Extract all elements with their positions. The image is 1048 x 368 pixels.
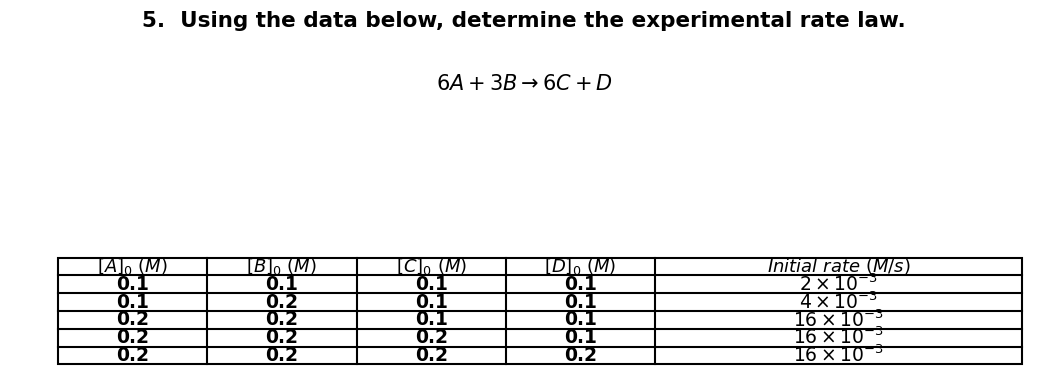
Text: 0.1: 0.1 bbox=[415, 275, 447, 294]
Text: 0.2: 0.2 bbox=[265, 310, 299, 329]
Text: 0.2: 0.2 bbox=[564, 346, 597, 365]
Text: $\mathit{[C]_0\ (M)}$: $\mathit{[C]_0\ (M)}$ bbox=[396, 256, 466, 277]
Text: $6A + 3B \rightarrow 6C + D$: $6A + 3B \rightarrow 6C + D$ bbox=[436, 74, 612, 93]
Text: 0.1: 0.1 bbox=[415, 293, 447, 312]
Text: 0.2: 0.2 bbox=[265, 346, 299, 365]
Text: $\mathit{[B]_0\ (M)}$: $\mathit{[B]_0\ (M)}$ bbox=[246, 256, 318, 277]
Text: 0.1: 0.1 bbox=[415, 310, 447, 329]
Text: 0.2: 0.2 bbox=[265, 293, 299, 312]
Text: 0.2: 0.2 bbox=[116, 328, 149, 347]
Text: 5.  Using the data below, determine the experimental rate law.: 5. Using the data below, determine the e… bbox=[143, 11, 905, 31]
Text: 0.1: 0.1 bbox=[564, 328, 597, 347]
Text: 0.2: 0.2 bbox=[116, 310, 149, 329]
Text: 0.2: 0.2 bbox=[116, 346, 149, 365]
Text: 0.1: 0.1 bbox=[116, 275, 149, 294]
Text: 0.1: 0.1 bbox=[116, 293, 149, 312]
Text: $16 \times 10^{-3}$: $16 \times 10^{-3}$ bbox=[793, 309, 885, 330]
Text: $\mathit{[D]_0\ (M)}$: $\mathit{[D]_0\ (M)}$ bbox=[545, 256, 617, 277]
Text: $4 \times 10^{-3}$: $4 \times 10^{-3}$ bbox=[799, 291, 878, 313]
Bar bbox=[58, 258, 1022, 364]
Text: $16 \times 10^{-3}$: $16 \times 10^{-3}$ bbox=[793, 345, 885, 366]
Text: 0.2: 0.2 bbox=[415, 328, 447, 347]
Text: 0.1: 0.1 bbox=[265, 275, 299, 294]
Text: 0.2: 0.2 bbox=[415, 346, 447, 365]
Text: 0.2: 0.2 bbox=[265, 328, 299, 347]
Text: $16 \times 10^{-3}$: $16 \times 10^{-3}$ bbox=[793, 327, 885, 348]
Text: 0.1: 0.1 bbox=[564, 310, 597, 329]
Text: 0.1: 0.1 bbox=[564, 275, 597, 294]
Text: 0.1: 0.1 bbox=[564, 293, 597, 312]
Text: $\mathit{Initial\ rate\ (M/s)}$: $\mathit{Initial\ rate\ (M/s)}$ bbox=[767, 256, 911, 276]
Text: $2 \times 10^{-3}$: $2 \times 10^{-3}$ bbox=[799, 273, 878, 295]
Text: $\mathit{[A]_0\ (M)}$: $\mathit{[A]_0\ (M)}$ bbox=[96, 256, 168, 277]
